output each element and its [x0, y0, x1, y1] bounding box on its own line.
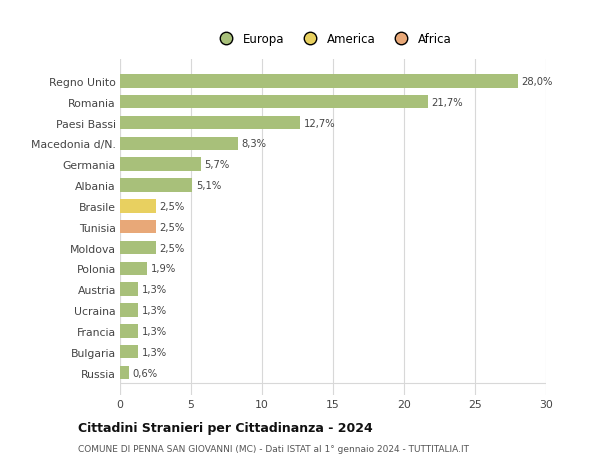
Bar	[120, 200, 155, 213]
Bar	[120, 95, 428, 109]
Text: 1,3%: 1,3%	[142, 326, 167, 336]
Text: COMUNE DI PENNA SAN GIOVANNI (MC) - Dati ISTAT al 1° gennaio 2024 - TUTTITALIA.I: COMUNE DI PENNA SAN GIOVANNI (MC) - Dati…	[78, 444, 469, 453]
Bar	[120, 262, 147, 275]
Text: 21,7%: 21,7%	[431, 97, 463, 107]
Bar	[120, 75, 518, 89]
Text: 28,0%: 28,0%	[521, 77, 553, 87]
Bar	[120, 137, 238, 151]
Text: 1,3%: 1,3%	[142, 347, 167, 357]
Text: 12,7%: 12,7%	[304, 118, 335, 128]
Bar	[120, 179, 193, 192]
Bar	[120, 283, 139, 297]
Bar	[120, 325, 139, 338]
Text: 1,3%: 1,3%	[142, 305, 167, 315]
Text: 5,7%: 5,7%	[205, 160, 230, 170]
Bar	[120, 345, 139, 359]
Legend: Europa, America, Africa: Europa, America, Africa	[209, 29, 457, 51]
Text: 0,6%: 0,6%	[132, 368, 157, 378]
Bar	[120, 117, 301, 130]
Text: Cittadini Stranieri per Cittadinanza - 2024: Cittadini Stranieri per Cittadinanza - 2…	[78, 421, 373, 434]
Text: 2,5%: 2,5%	[159, 243, 184, 253]
Bar	[120, 241, 155, 255]
Bar	[120, 366, 128, 380]
Text: 5,1%: 5,1%	[196, 181, 221, 190]
Text: 1,3%: 1,3%	[142, 285, 167, 295]
Bar	[120, 303, 139, 317]
Text: 1,9%: 1,9%	[151, 264, 176, 274]
Bar	[120, 220, 155, 234]
Text: 2,5%: 2,5%	[159, 222, 184, 232]
Bar	[120, 158, 201, 172]
Text: 2,5%: 2,5%	[159, 202, 184, 212]
Text: 8,3%: 8,3%	[241, 139, 266, 149]
